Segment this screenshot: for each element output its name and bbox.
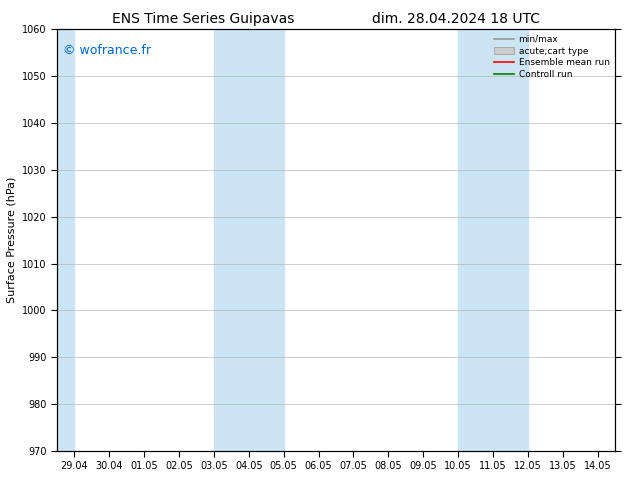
Text: © wofrance.fr: © wofrance.fr xyxy=(63,44,151,57)
Bar xyxy=(57,29,75,451)
Y-axis label: Surface Pressure (hPa): Surface Pressure (hPa) xyxy=(6,177,16,303)
Text: dim. 28.04.2024 18 UTC: dim. 28.04.2024 18 UTC xyxy=(373,12,540,26)
Bar xyxy=(214,29,284,451)
Text: ENS Time Series Guipavas: ENS Time Series Guipavas xyxy=(112,12,294,26)
Legend: min/max, acute;cart type, Ensemble mean run, Controll run: min/max, acute;cart type, Ensemble mean … xyxy=(491,31,613,82)
Bar xyxy=(458,29,528,451)
